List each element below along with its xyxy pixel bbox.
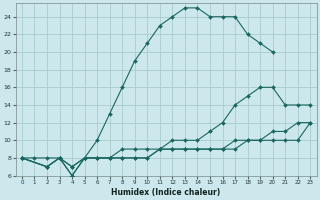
X-axis label: Humidex (Indice chaleur): Humidex (Indice chaleur) bbox=[111, 188, 221, 197]
